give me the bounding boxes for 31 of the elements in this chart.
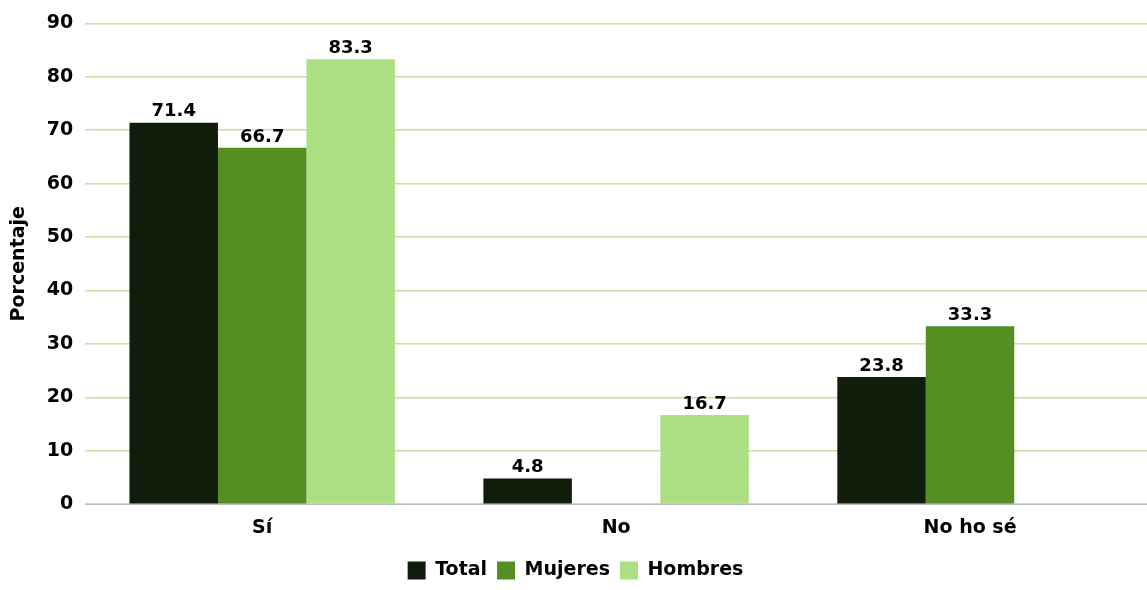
data-label: 4.8: [511, 455, 544, 477]
data-label: 16.7: [682, 391, 727, 413]
y-tick-label: 70: [46, 117, 74, 140]
bar: [925, 326, 1015, 504]
data-label: 23.8: [859, 353, 904, 375]
x-tick-label: No ho sé: [923, 514, 1017, 537]
y-tick-label: 0: [60, 491, 74, 514]
data-label: 33.3: [947, 302, 993, 324]
y-tick-label: 60: [46, 170, 74, 193]
y-tick-label: 10: [46, 437, 74, 460]
legend-label: Hombres: [647, 557, 744, 580]
legend-label: Mujeres: [524, 557, 610, 580]
y-tick-label: 40: [46, 277, 74, 300]
y-tick-label: 90: [46, 10, 74, 33]
legend-label: Total: [435, 557, 488, 580]
y-tick-label: 50: [46, 224, 74, 247]
data-label: 66.7: [239, 124, 285, 146]
bar: [217, 147, 307, 504]
bar: [129, 122, 218, 504]
x-tick-label: Sí: [252, 514, 274, 537]
x-tick-label: No: [601, 514, 631, 537]
bar: [483, 478, 572, 504]
y-tick-label: 30: [46, 330, 74, 353]
y-tick-label: 80: [46, 63, 74, 86]
y-tick-label: 20: [46, 384, 74, 407]
data-label: 71.4: [151, 99, 196, 121]
y-axis-title: Porcentaje: [6, 206, 29, 322]
bar: [837, 377, 926, 504]
bar: [306, 59, 395, 504]
bar: [660, 414, 749, 504]
data-label: 83.3: [328, 35, 373, 57]
